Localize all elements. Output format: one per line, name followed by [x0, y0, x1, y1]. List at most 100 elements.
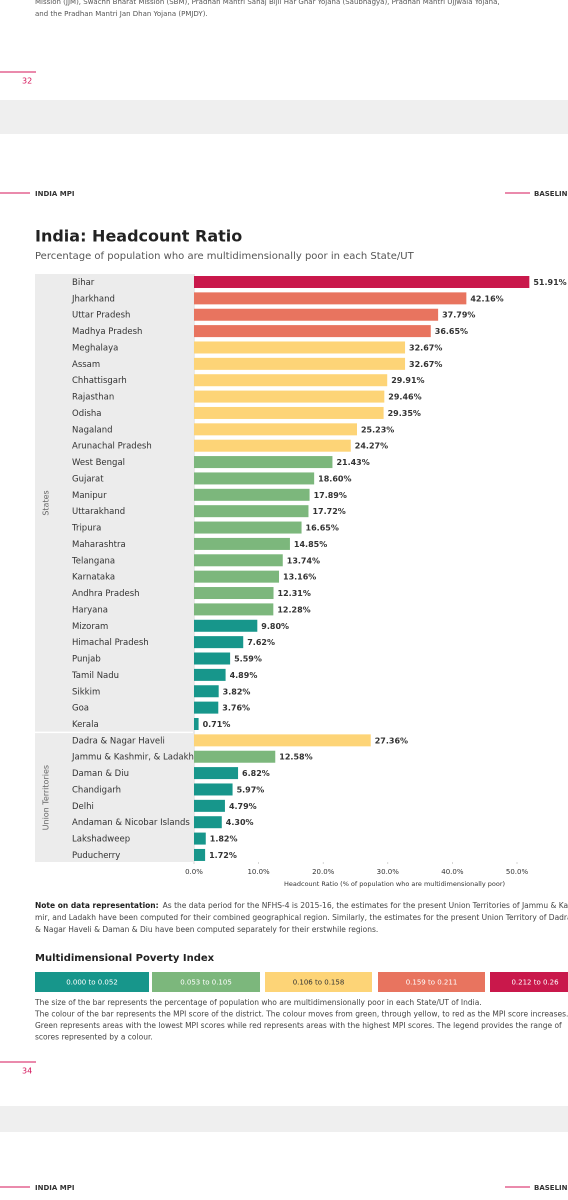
- category-label: Daman & Diu: [72, 769, 129, 779]
- value-label: 16.65%: [306, 524, 339, 533]
- value-label: 4.30%: [226, 818, 254, 827]
- bar: [194, 390, 385, 403]
- bar: [194, 521, 302, 534]
- bar: [194, 734, 371, 747]
- bar: [194, 668, 226, 681]
- footnote: The colour of the bar represents the MPI…: [34, 1010, 568, 1019]
- bar: [194, 619, 258, 632]
- category-label: Delhi: [72, 802, 94, 812]
- value-label: 17.89%: [314, 491, 347, 500]
- legend-swatch: [378, 972, 485, 992]
- legend-label: 0.159 to 0.211: [406, 979, 458, 987]
- value-label: 29.35%: [388, 409, 421, 418]
- value-label: 18.60%: [318, 474, 351, 483]
- value-label: 13.74%: [287, 556, 320, 565]
- category-label: Tamil Nadu: [71, 671, 119, 681]
- note-text: & Nagar Haveli & Daman & Diu have been c…: [35, 925, 378, 934]
- note-text: mir, and Ladakh have been computed for t…: [35, 913, 568, 922]
- bar: [194, 701, 219, 714]
- bar: [194, 456, 333, 469]
- category-label: Dadra & Nagar Haveli: [72, 736, 165, 746]
- value-label: 5.59%: [234, 655, 262, 664]
- page-gap: [0, 100, 568, 134]
- bar: [194, 292, 467, 305]
- bar: [194, 374, 388, 387]
- value-label: 21.43%: [336, 458, 369, 467]
- bar: [194, 325, 431, 338]
- category-label: Haryana: [72, 605, 108, 615]
- bar: [194, 799, 225, 812]
- value-label: 5.97%: [237, 785, 265, 794]
- bar: [194, 423, 357, 436]
- value-label: 1.72%: [209, 851, 237, 860]
- bar: [194, 505, 309, 518]
- value-label: 27.36%: [375, 736, 408, 745]
- bar: [194, 587, 274, 600]
- note-text: As the data period for the NFHS-4 is 201…: [163, 901, 568, 910]
- value-label: 36.65%: [435, 327, 468, 336]
- value-label: 4.89%: [230, 671, 258, 680]
- category-label: Gujarat: [72, 474, 104, 484]
- body-text: and the Pradhan Mantri Jan Dhan Yojana (…: [35, 10, 208, 18]
- bar: [194, 537, 290, 550]
- category-label: Bihar: [72, 278, 95, 288]
- x-tick-label: 30.0%: [377, 868, 400, 876]
- body-text: Mission (JJM), Swachh Bharat Mission (SB…: [35, 0, 500, 6]
- legend-label: 0.053 to 0.105: [180, 979, 232, 987]
- legend-swatch: [490, 972, 568, 992]
- x-tick-label: 50.0%: [506, 868, 529, 876]
- value-label: 25.23%: [361, 425, 394, 434]
- bar: [194, 816, 222, 829]
- bar: [194, 357, 406, 370]
- bar: [194, 308, 439, 321]
- header-left: INDIA MPI: [35, 190, 74, 198]
- x-tick-label: 0.0%: [185, 868, 203, 876]
- value-label: 51.91%: [533, 278, 566, 287]
- value-label: 12.31%: [278, 589, 311, 598]
- legend-swatch: [265, 972, 372, 992]
- page-number: 34: [22, 1067, 32, 1076]
- category-label: Telangana: [71, 556, 115, 566]
- header-right: BASELINE: [534, 190, 568, 198]
- bar: [194, 636, 244, 649]
- category-label: Maharashtra: [72, 540, 126, 550]
- bar: [194, 685, 219, 698]
- bar: [194, 848, 206, 861]
- bar: [194, 488, 310, 501]
- bar: [194, 750, 276, 763]
- value-label: 14.85%: [294, 540, 327, 549]
- bar: [194, 767, 239, 780]
- bar: [194, 717, 199, 730]
- value-label: 4.79%: [229, 802, 257, 811]
- category-label: Meghalaya: [72, 343, 118, 353]
- value-label: 13.16%: [283, 573, 316, 582]
- category-label: Andhra Pradesh: [72, 589, 140, 599]
- category-label: Jharkhand: [71, 294, 115, 304]
- value-label: 37.79%: [442, 311, 475, 320]
- legend-label: 0.000 to 0.052: [66, 979, 118, 987]
- category-label: Chhattisgarh: [72, 376, 127, 386]
- category-label: Nagaland: [72, 425, 113, 435]
- page-number: 32: [22, 77, 32, 86]
- category-label: Madhya Pradesh: [72, 327, 142, 337]
- bar: [194, 276, 530, 288]
- category-label: Uttar Pradesh: [72, 311, 130, 321]
- bar: [194, 783, 233, 796]
- footnote: The size of the bar represents the perce…: [34, 998, 482, 1007]
- chart-subtitle: Percentage of population who are multidi…: [35, 251, 415, 262]
- legend-swatch: [152, 972, 260, 992]
- value-label: 32.67%: [409, 360, 442, 369]
- x-tick-label: 40.0%: [441, 868, 464, 876]
- category-label: Lakshadweep: [72, 835, 130, 845]
- x-tick-label: 10.0%: [247, 868, 270, 876]
- bar: [194, 554, 283, 567]
- legend-title: Multidimensional Poverty Index: [35, 953, 215, 964]
- category-label: Puducherry: [72, 851, 120, 861]
- bar: [194, 603, 274, 616]
- value-label: 12.58%: [279, 753, 312, 762]
- value-label: 6.82%: [242, 769, 270, 778]
- x-tick-label: 20.0%: [312, 868, 335, 876]
- value-label: 29.46%: [388, 393, 421, 402]
